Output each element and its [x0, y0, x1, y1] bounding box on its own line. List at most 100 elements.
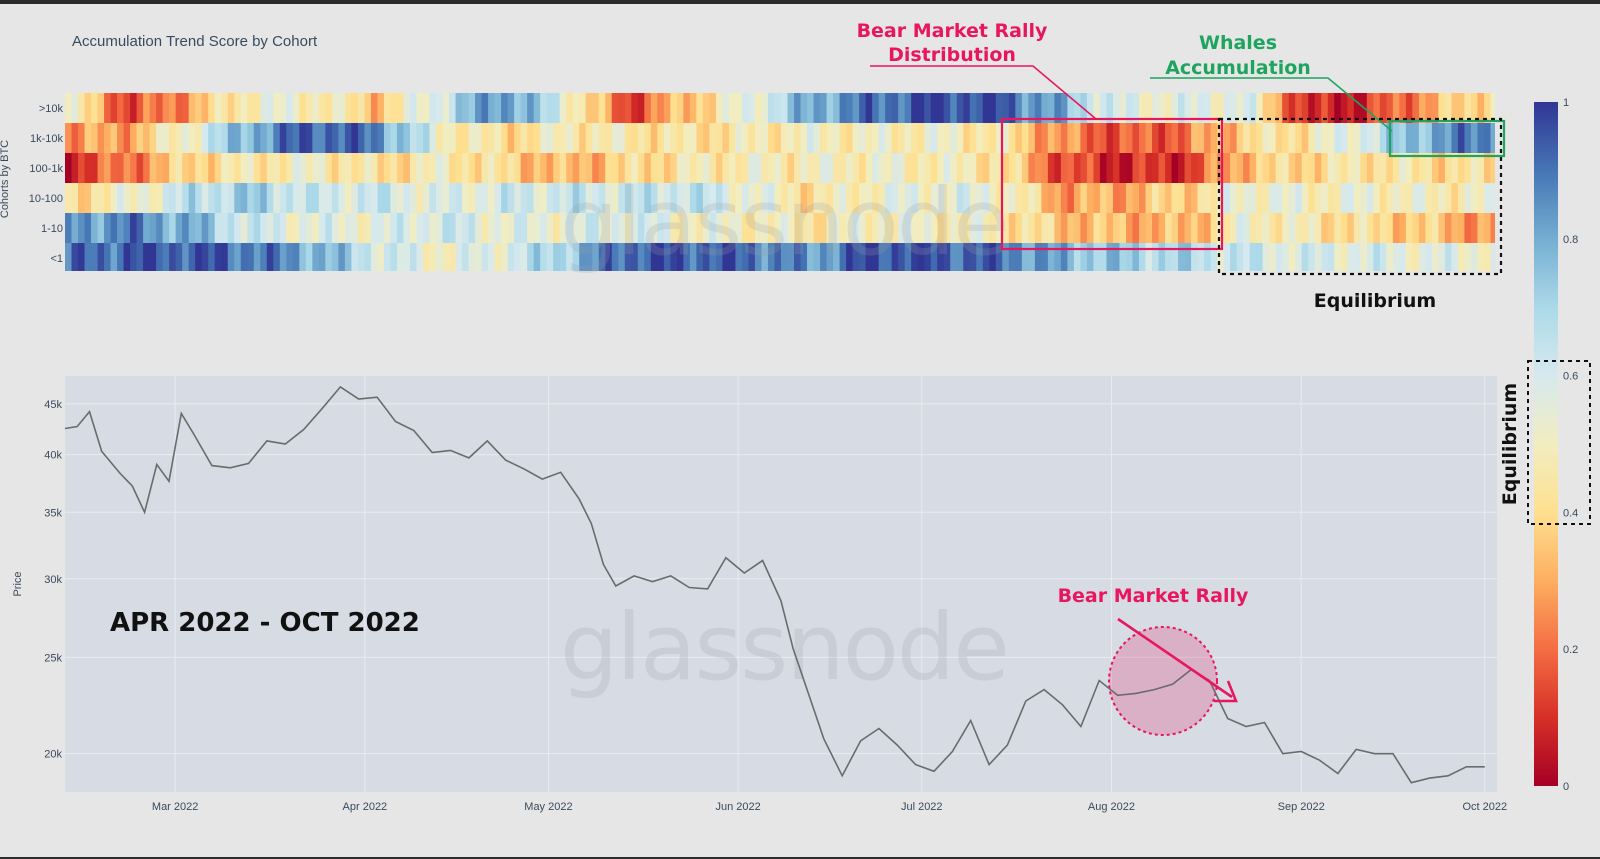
colorbar: [1534, 102, 1558, 786]
heatmap-cell-0-123: [865, 93, 873, 123]
heatmap-cell-1-170: [1171, 123, 1179, 153]
heatmap-cell-2-189: [1295, 153, 1303, 183]
heatmap-cell-3-72: [533, 183, 541, 213]
heatmap-cell-0-58: [442, 93, 450, 123]
heatmap-cell-2-185: [1269, 153, 1277, 183]
heatmap-cell-5-185: [1269, 243, 1277, 271]
heatmap-cell-0-190: [1301, 93, 1309, 123]
heatmap-cell-2-214: [1457, 153, 1466, 183]
heatmap-cell-2-137: [956, 153, 964, 183]
heatmap-cell-2-34: [286, 153, 294, 183]
heatmap-cell-3-129: [904, 183, 912, 213]
heatmap-cell-1-153: [1060, 123, 1068, 153]
heatmap-cell-4-114: [807, 213, 815, 243]
heatmap-cell-0-36: [299, 93, 307, 123]
heatmap-cell-0-51: [396, 93, 405, 123]
heatmap-cell-2-216: [1470, 153, 1479, 183]
heatmap-cell-2-77: [566, 153, 574, 183]
heatmap-cell-0-90: [650, 93, 658, 123]
heatmap-cell-1-100: [715, 123, 724, 153]
price-plot-area: [65, 376, 1497, 792]
heatmap-cell-2-131: [917, 153, 925, 183]
heatmap-cell-2-85: [618, 153, 626, 183]
heatmap-cell-1-67: [501, 123, 509, 153]
heatmap-cell-5-195: [1334, 243, 1342, 271]
heatmap-cell-5-100: [715, 243, 724, 271]
heatmap-cell-3-125: [878, 183, 886, 213]
heatmap-cell-5-137: [956, 243, 964, 271]
heatmap-cell-4-182: [1249, 213, 1257, 243]
heatmap-cell-2-80: [585, 153, 593, 183]
heatmap-cell-3-38: [312, 183, 320, 213]
heatmap-cell-1-197: [1347, 123, 1355, 153]
heatmap-cell-4-185: [1269, 213, 1277, 243]
heatmap-cell-4-37: [305, 213, 313, 243]
heatmap-cell-4-137: [956, 213, 964, 243]
heatmap-cell-0-127: [891, 93, 899, 123]
heatmap-cell-3-30: [260, 183, 268, 213]
heatmap-cell-2-198: [1353, 153, 1361, 183]
heatmap-cell-2-27: [240, 153, 248, 183]
heatmap-row-label: 1k-10k: [30, 133, 64, 145]
heatmap-cell-4-199: [1360, 213, 1368, 243]
heatmap-cell-4-26: [234, 213, 242, 243]
heatmap-cell-0-213: [1451, 93, 1459, 123]
heatmap-cell-1-193: [1321, 123, 1329, 153]
heatmap-cell-0-124: [872, 93, 880, 123]
heatmap-cell-4-60: [455, 213, 463, 243]
heatmap-cell-0-74: [546, 93, 554, 123]
heatmap-cell-0-144: [1002, 93, 1010, 123]
heatmap-cell-2-55: [423, 153, 431, 183]
heatmap-cell-0-113: [800, 93, 808, 123]
heatmap-cell-0-200: [1366, 93, 1374, 123]
heatmap-cell-5-79: [579, 243, 587, 271]
heatmap-cell-4-31: [266, 213, 274, 243]
heatmap-cell-2-206: [1405, 153, 1413, 183]
heatmap-cell-0-160: [1106, 93, 1114, 123]
colorbar-tick-label: 0.2: [1563, 644, 1578, 656]
heatmap-cell-1-80: [585, 123, 593, 153]
heatmap-cell-4-149: [1034, 213, 1042, 243]
heatmap-cell-3-213: [1451, 183, 1459, 213]
heatmap-cell-0-57: [436, 93, 444, 123]
heatmap-cell-2-49: [383, 153, 392, 183]
heatmap-cell-1-149: [1034, 123, 1042, 153]
heatmap-cell-5-170: [1171, 243, 1179, 271]
price-x-tick-label: Jun 2022: [716, 801, 761, 813]
heatmap-cell-4-174: [1197, 213, 1205, 243]
heatmap-cell-3-135: [943, 183, 951, 213]
heatmap-cell-2-112: [794, 153, 802, 183]
heatmap-cell-1-42: [338, 123, 346, 153]
heatmap-cell-0-102: [728, 93, 737, 123]
heatmap-cell-4-40: [325, 213, 333, 243]
heatmap-cell-5-21: [201, 243, 209, 271]
heatmap-cell-2-165: [1139, 153, 1147, 183]
heatmap-cell-4-131: [917, 213, 925, 243]
heatmap-cell-3-34: [286, 183, 294, 213]
heatmap-cell-1-114: [807, 123, 815, 153]
heatmap-cell-5-176: [1210, 243, 1218, 271]
heatmap-cell-0-48: [377, 93, 385, 123]
heatmap-cell-3-105: [748, 183, 756, 213]
heatmap-cell-0-140: [976, 93, 984, 123]
heatmap-cell-3-130: [911, 183, 919, 213]
heatmap-cell-5-27: [240, 243, 248, 271]
heatmap-cell-0-120: [846, 93, 854, 123]
heatmap-cell-4-7: [110, 213, 118, 243]
heatmap-cell-4-122: [859, 213, 867, 243]
heatmap-cell-0-8: [117, 93, 125, 123]
heatmap-cell-3-25: [227, 183, 235, 213]
heatmap-cell-5-7: [110, 243, 118, 271]
heatmap-cell-1-33: [279, 123, 287, 153]
heatmap-cell-3-161: [1112, 183, 1121, 213]
heatmap-cell-2-86: [624, 153, 632, 183]
heatmap-cell-2-133: [930, 153, 938, 183]
heatmap-cell-4-132: [924, 213, 932, 243]
heatmap-cell-2-97: [696, 153, 704, 183]
heatmap-cell-1-218: [1483, 123, 1492, 153]
heatmap-cell-3-100: [715, 183, 724, 213]
heatmap-cell-1-76: [559, 123, 567, 153]
heatmap-cell-2-124: [872, 153, 880, 183]
heatmap-cell-4-105: [748, 213, 756, 243]
heatmap-cell-4-161: [1112, 213, 1121, 243]
